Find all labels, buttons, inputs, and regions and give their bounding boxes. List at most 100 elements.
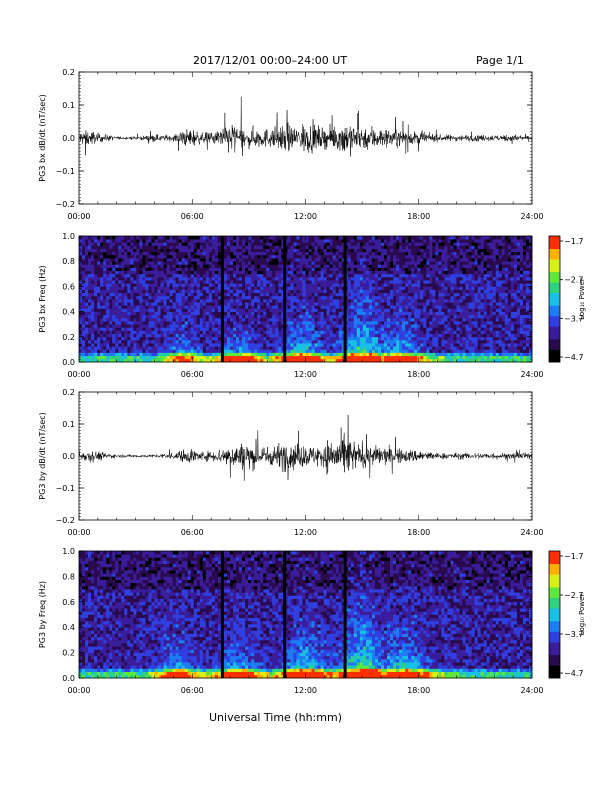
spectrogram-cell: [257, 276, 261, 281]
spectrogram-cell: [127, 254, 131, 259]
spectrogram-cell: [257, 336, 261, 341]
spectrogram-cell: [287, 343, 291, 347]
spectrogram-cell: [420, 299, 424, 303]
spectrogram-cell: [329, 352, 334, 357]
spectrogram-cell: [199, 336, 204, 341]
spectrogram-cell: [157, 280, 161, 284]
spectrogram-cell: [248, 289, 252, 294]
spectrogram-cell: [347, 308, 352, 312]
spectrogram-cell: [88, 251, 92, 256]
spectrogram-cell: [136, 264, 140, 268]
spectrogram-cell: [417, 283, 421, 287]
spectrogram-cell: [417, 352, 421, 357]
spectrogram-cell: [223, 286, 228, 290]
spectrogram-cell: [266, 311, 270, 316]
spectrogram-cell: [411, 314, 415, 319]
spectrogram-cell: [257, 355, 261, 360]
spectrogram-cell: [308, 349, 312, 353]
spectrogram-cell: [79, 261, 83, 265]
spectrogram-cell: [384, 261, 388, 265]
spectrogram-cell: [133, 258, 137, 262]
spectrogram-cell: [317, 305, 321, 309]
spectrogram-cell: [272, 349, 276, 353]
spectrogram-cell: [160, 251, 164, 256]
spectrogram-cell: [293, 242, 297, 246]
spectrogram-cell: [233, 236, 237, 240]
spectrogram-cell: [233, 330, 237, 334]
spectrogram-cell: [326, 305, 331, 309]
spectrogram-cell: [311, 270, 315, 275]
spectrogram-cell: [217, 346, 222, 350]
spectrogram-cell: [272, 327, 276, 331]
spectrogram-cell: [254, 248, 258, 253]
spectrogram-cell: [377, 242, 382, 246]
spectrogram-cell: [208, 305, 213, 309]
spectrogram-cell: [196, 245, 201, 249]
spectrogram-cell: [239, 358, 243, 363]
spectrogram-cell: [441, 239, 445, 243]
spectrogram-cell: [299, 295, 303, 300]
spectrogram-cell: [266, 324, 270, 328]
spectrogram-cell: [79, 311, 83, 316]
spectrogram-cell: [142, 276, 146, 281]
spectrogram-cell: [405, 352, 409, 357]
spectrogram-cell: [441, 358, 445, 363]
spectrogram-cell: [374, 314, 379, 319]
spectrogram-cell: [211, 333, 216, 338]
spectrogram-cell: [115, 261, 119, 265]
spectrogram-cell: [266, 308, 270, 312]
spectrogram-cell: [103, 286, 107, 290]
spectrogram-cell: [281, 339, 285, 344]
spectrogram-cell: [196, 321, 201, 325]
spectrogram-cell: [154, 295, 158, 300]
spectrogram-cell: [384, 314, 388, 319]
spectrogram-cell: [371, 295, 376, 300]
spectrogram-cell: [423, 330, 427, 334]
spectrogram-cell: [365, 355, 370, 360]
spectrogram-cell: [181, 305, 186, 309]
spectrogram-cell: [281, 311, 285, 316]
spectrogram-cell: [266, 321, 270, 325]
spectrogram-cell: [402, 333, 406, 338]
spectrogram-cell: [302, 292, 306, 297]
spectrogram-cell: [226, 270, 231, 275]
spectrogram-cell: [429, 333, 433, 338]
spectrogram-cell: [214, 311, 219, 316]
spectrogram-cell: [118, 336, 122, 341]
spectrogram-cell: [399, 327, 403, 331]
spectrogram-cell: [100, 242, 104, 246]
spectrogram-cell: [329, 248, 334, 253]
spectrogram-cell: [106, 239, 110, 243]
spectrogram-cell: [335, 251, 340, 256]
spectrogram-cell: [91, 270, 95, 275]
spectrogram-cell: [396, 280, 400, 284]
spectrogram-cell: [384, 355, 388, 360]
spectrogram-cell: [269, 305, 273, 309]
spectrogram-cell: [432, 261, 436, 265]
spectrogram-cell: [217, 358, 222, 363]
spectrogram-cell: [136, 321, 140, 325]
spectrogram-cell: [368, 295, 373, 300]
spectrogram-cell: [190, 339, 195, 344]
spectrogram-cell: [368, 349, 373, 353]
spectrogram-cell: [100, 317, 104, 322]
spectrogram-cell: [438, 254, 442, 259]
spectrogram-cell: [293, 289, 297, 294]
spectrogram-cell: [338, 292, 343, 297]
spectrogram-cell: [296, 245, 300, 249]
spectrogram-cell: [226, 292, 231, 297]
spectrogram-cell: [411, 333, 415, 338]
spectrogram-cell: [248, 317, 252, 322]
spectrogram-cell: [245, 333, 249, 338]
spectrogram-cell: [236, 258, 240, 262]
spectrogram-cell: [365, 358, 370, 363]
spectrogram-cell: [269, 339, 273, 344]
spectrogram-cell: [320, 242, 324, 246]
spectrogram-cell: [82, 242, 86, 246]
spectrogram-cell: [233, 289, 237, 294]
spectrogram-cell: [356, 292, 361, 297]
spectrogram-cell: [347, 333, 352, 338]
spectrogram-cell: [169, 352, 173, 357]
spectrogram-cell: [396, 343, 400, 347]
spectrogram-cell: [130, 283, 134, 287]
